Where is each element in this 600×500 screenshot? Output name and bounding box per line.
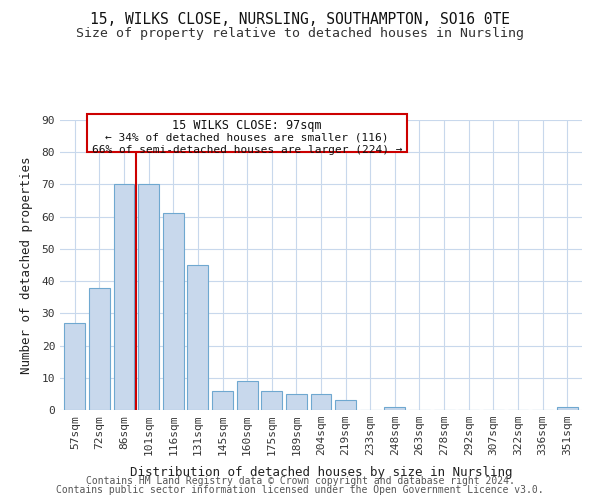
Bar [261, 390, 282, 410]
Bar [138, 184, 159, 410]
Bar [163, 214, 184, 410]
Text: 15 WILKS CLOSE: 97sqm: 15 WILKS CLOSE: 97sqm [172, 119, 322, 132]
Text: 66% of semi-detached houses are larger (224) →: 66% of semi-detached houses are larger (… [92, 145, 403, 155]
Text: Contains public sector information licensed under the Open Government Licence v3: Contains public sector information licen… [56, 485, 544, 495]
Bar [311, 394, 331, 410]
Text: 15, WILKS CLOSE, NURSLING, SOUTHAMPTON, SO16 0TE: 15, WILKS CLOSE, NURSLING, SOUTHAMPTON, … [90, 12, 510, 28]
Bar [64, 323, 85, 410]
Bar [236, 381, 257, 410]
Bar [113, 184, 134, 410]
Bar [212, 390, 233, 410]
X-axis label: Distribution of detached houses by size in Nursling: Distribution of detached houses by size … [130, 466, 512, 479]
Bar [187, 265, 208, 410]
Y-axis label: Number of detached properties: Number of detached properties [20, 156, 34, 374]
Text: Contains HM Land Registry data © Crown copyright and database right 2024.: Contains HM Land Registry data © Crown c… [86, 476, 514, 486]
FancyBboxPatch shape [87, 114, 407, 152]
Bar [335, 400, 356, 410]
Bar [286, 394, 307, 410]
Bar [89, 288, 110, 410]
Bar [385, 407, 406, 410]
Text: Size of property relative to detached houses in Nursling: Size of property relative to detached ho… [76, 28, 524, 40]
Text: ← 34% of detached houses are smaller (116): ← 34% of detached houses are smaller (11… [106, 132, 389, 142]
Bar [557, 407, 578, 410]
